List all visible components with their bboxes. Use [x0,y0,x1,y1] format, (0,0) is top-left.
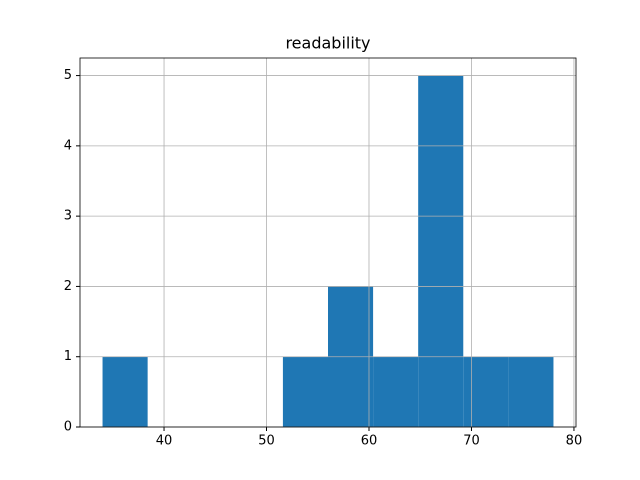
x-tick-label: 60 [361,434,378,449]
bar [282,356,328,427]
x-tick-label: 70 [463,434,480,449]
plot-frame [79,57,577,428]
chart-title: readability [285,34,370,53]
x-tick-label: 40 [156,434,173,449]
x-tick-label: 50 [258,434,275,449]
bar [373,356,419,427]
x-tick-label: 80 [566,434,583,449]
y-tick-label: 3 [64,209,72,224]
y-tick-label: 1 [64,349,72,364]
y-tick-label: 4 [64,138,72,153]
y-tick-label: 2 [64,279,72,294]
bar [508,356,554,427]
y-tick-label: 0 [64,420,72,435]
bar [463,356,509,427]
y-tick-label: 5 [64,68,72,83]
bar [102,356,148,427]
bar [418,75,464,428]
